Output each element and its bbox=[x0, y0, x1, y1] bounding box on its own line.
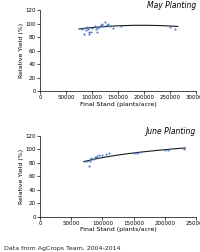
Point bbox=[109, 24, 112, 28]
Point bbox=[89, 30, 93, 34]
Point bbox=[93, 155, 97, 159]
Y-axis label: Relative Yield (%): Relative Yield (%) bbox=[19, 23, 24, 78]
Point bbox=[107, 150, 110, 154]
Point bbox=[105, 23, 108, 27]
Point bbox=[95, 27, 98, 31]
Point bbox=[101, 152, 104, 156]
Point bbox=[168, 25, 172, 29]
Point bbox=[83, 32, 86, 36]
Point bbox=[93, 24, 96, 28]
Point bbox=[84, 28, 87, 32]
Point bbox=[103, 20, 107, 24]
Point bbox=[85, 25, 88, 29]
Point bbox=[182, 146, 185, 150]
Point bbox=[138, 150, 141, 154]
X-axis label: Final Stand (plants/acre): Final Stand (plants/acre) bbox=[80, 227, 156, 232]
Point bbox=[96, 154, 99, 158]
Point bbox=[81, 26, 84, 30]
Point bbox=[102, 24, 105, 28]
Point bbox=[119, 24, 122, 28]
Text: June Planting: June Planting bbox=[146, 127, 196, 136]
Point bbox=[96, 30, 99, 34]
Point bbox=[91, 157, 95, 161]
Point bbox=[90, 26, 94, 30]
Point bbox=[86, 159, 89, 163]
Point bbox=[101, 22, 104, 26]
Point bbox=[104, 152, 107, 156]
Point bbox=[87, 164, 90, 168]
Point bbox=[88, 30, 91, 34]
Point bbox=[97, 26, 100, 30]
Point bbox=[98, 152, 101, 156]
Point bbox=[88, 159, 92, 163]
Point bbox=[166, 148, 170, 152]
Point bbox=[86, 27, 89, 31]
Point bbox=[80, 27, 83, 31]
Point bbox=[132, 150, 135, 154]
Point bbox=[135, 150, 138, 154]
Point bbox=[83, 159, 87, 163]
Point bbox=[88, 32, 91, 36]
Text: May Planting: May Planting bbox=[147, 1, 196, 10]
Text: Data from AgCrops Team, 2004-2014: Data from AgCrops Team, 2004-2014 bbox=[4, 246, 120, 251]
Point bbox=[100, 23, 103, 27]
Point bbox=[111, 26, 114, 30]
Point bbox=[90, 156, 93, 160]
Point bbox=[95, 155, 98, 159]
Point bbox=[174, 27, 177, 31]
Point bbox=[163, 148, 166, 152]
X-axis label: Final Stand (plants/acre): Final Stand (plants/acre) bbox=[80, 102, 156, 107]
Y-axis label: Relative Yield (%): Relative Yield (%) bbox=[19, 149, 24, 204]
Point bbox=[106, 22, 109, 26]
Point bbox=[98, 24, 101, 28]
